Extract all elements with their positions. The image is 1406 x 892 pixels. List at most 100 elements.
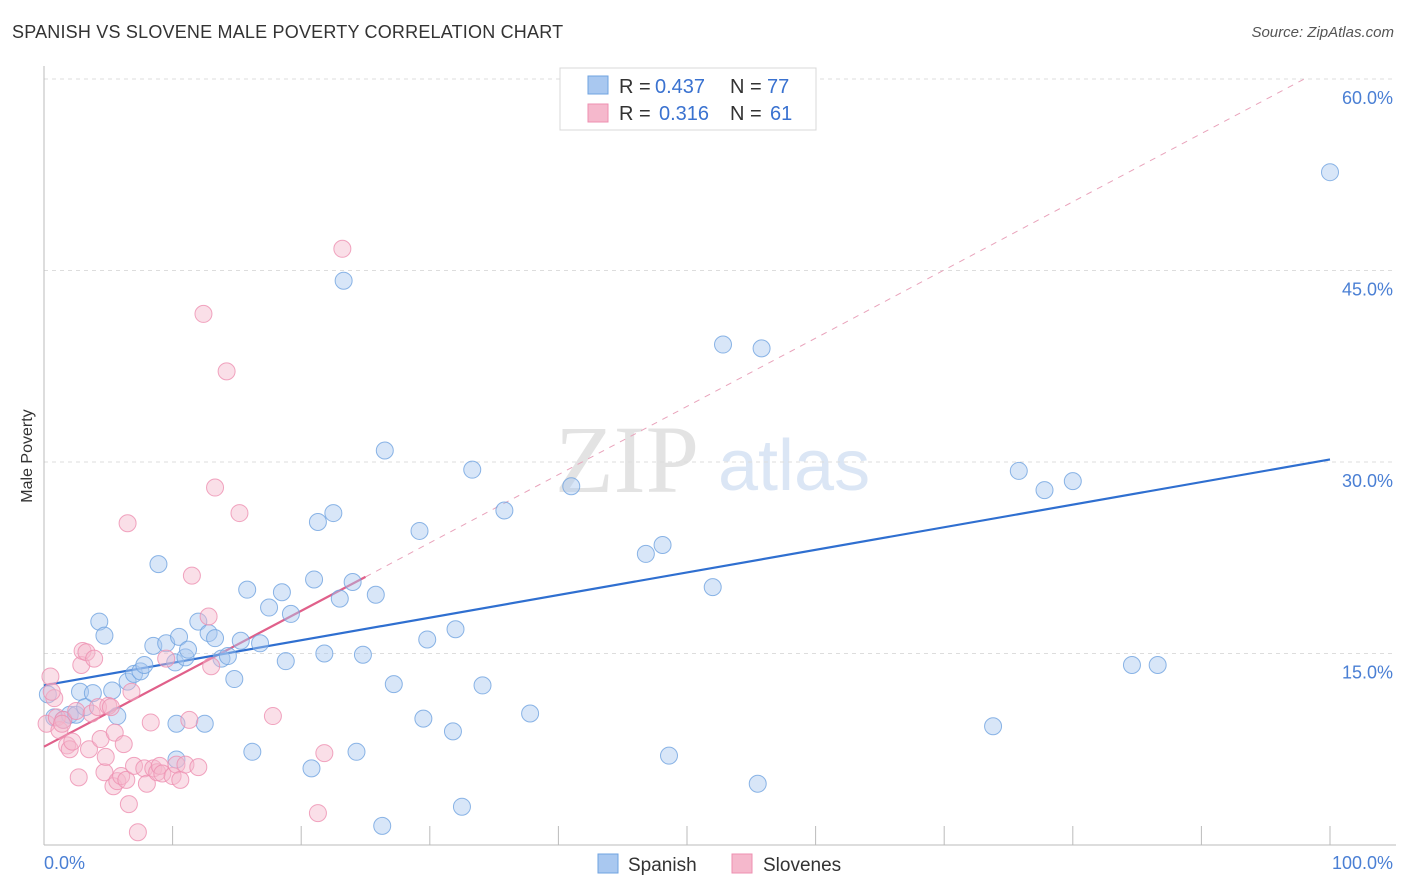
spanish-point <box>276 652 295 671</box>
slovenes-trend-line <box>43 575 367 748</box>
spanish-point <box>272 583 291 602</box>
spanish-point <box>179 640 198 659</box>
spanish-point <box>414 709 433 728</box>
slovenes-trend-extension <box>365 78 1305 578</box>
slovenes-point <box>315 744 334 763</box>
slovenes-point <box>114 735 133 754</box>
stats-legend-r-value: 0.316 <box>659 103 709 125</box>
spanish-point <box>653 535 672 554</box>
stats-legend-n-label: N = <box>730 76 762 98</box>
spanish-point <box>659 746 678 765</box>
legend-label-slovenes: Slovenes <box>763 855 841 876</box>
spanish-point <box>418 630 437 649</box>
spanish-point <box>1148 655 1167 674</box>
trend-lines <box>43 78 1331 748</box>
slovenes-point <box>182 566 201 585</box>
spanish-point <box>281 604 300 623</box>
spanish-point <box>1321 163 1339 182</box>
slovenes-point <box>217 362 236 381</box>
x-tick-label: 0.0% <box>44 853 85 873</box>
spanish-point <box>83 684 102 703</box>
slovenes-point <box>333 239 352 258</box>
slovenes-point <box>82 704 101 723</box>
slovenes-point <box>118 514 137 533</box>
slovenes-point <box>128 823 147 842</box>
watermark-zip: ZIP <box>555 406 699 513</box>
spanish-point <box>446 620 465 639</box>
spanish-point <box>495 501 514 520</box>
spanish-point <box>231 631 250 650</box>
slovenes-point <box>53 714 72 733</box>
slovenes-point <box>101 698 120 717</box>
slovenes-point <box>85 649 104 668</box>
slovenes-point <box>199 607 218 626</box>
spanish-point <box>752 339 771 358</box>
spanish-point <box>473 676 492 695</box>
spanish-point <box>260 598 279 617</box>
spanish-point <box>76 698 95 717</box>
spanish-point <box>366 585 385 604</box>
spanish-point <box>452 797 471 816</box>
spanish-point <box>1063 472 1082 491</box>
spanish-point <box>463 460 482 479</box>
spanish-point <box>324 504 343 523</box>
slovenes-point <box>206 478 225 497</box>
slovenes-point <box>77 643 96 662</box>
spanish-point <box>636 544 655 563</box>
x-tick-label: 100.0% <box>1332 853 1393 873</box>
slovenes-point <box>230 504 249 523</box>
spanish-point <box>166 653 185 672</box>
spanish-point <box>206 629 225 648</box>
chart-title: SPANISH VS SLOVENE MALE POVERTY CORRELAT… <box>12 22 564 42</box>
spanish-point <box>118 672 137 691</box>
y-tick-label: 60.0% <box>1342 88 1393 108</box>
watermark: ZIP atlas <box>555 406 870 513</box>
slovenes-point <box>157 649 176 668</box>
stats-legend-swatch-spanish <box>587 75 609 95</box>
slovenes-point <box>69 768 88 787</box>
spanish-point <box>984 717 1003 736</box>
slovenes-point <box>141 713 160 732</box>
spanish-point <box>195 714 214 733</box>
stats-legend-r-value: 0.437 <box>655 76 705 98</box>
spanish-point <box>218 647 237 666</box>
legend-label-spanish: Spanish <box>628 855 697 876</box>
spanish-point <box>225 670 244 689</box>
spanish-point <box>251 634 270 653</box>
slovenes-point <box>194 304 213 323</box>
slovenes-point <box>67 701 86 720</box>
slovenes-point <box>122 682 141 701</box>
spanish-points <box>38 163 1339 835</box>
legend-swatch-spanish <box>597 853 619 874</box>
stats-legend-r-label: R = <box>619 76 651 98</box>
spanish-point <box>189 612 208 631</box>
stats-legend-n-value: 61 <box>770 103 792 125</box>
spanish-point <box>375 441 394 460</box>
source-credit: Source: ZipAtlas.com <box>1251 24 1394 41</box>
slovenes-point <box>171 770 190 789</box>
slovenes-point <box>189 758 208 777</box>
spanish-point <box>243 742 262 761</box>
spanish-point <box>562 477 581 496</box>
spanish-point <box>135 655 154 674</box>
spanish-point <box>315 644 334 663</box>
spanish-point <box>238 580 257 599</box>
stats-legend-n-label: N = <box>730 103 762 125</box>
slovenes-point <box>117 770 136 789</box>
slovenes-point <box>80 740 99 759</box>
spanish-point <box>1122 655 1141 674</box>
spanish-point <box>521 704 540 723</box>
slovenes-point <box>41 667 60 686</box>
y-tick-label: 30.0% <box>1342 471 1393 491</box>
stats-legend-r-label: R = <box>619 103 651 125</box>
spanish-point <box>302 759 321 778</box>
slovenes-point <box>125 756 144 775</box>
slovenes-point <box>180 710 199 729</box>
slovenes-point <box>263 707 282 726</box>
slovenes-point <box>119 795 138 814</box>
bottom-legend: Spanish Slovenes <box>597 853 841 876</box>
spanish-point <box>748 774 767 793</box>
spanish-point <box>308 513 327 532</box>
slovenes-point <box>137 774 156 793</box>
